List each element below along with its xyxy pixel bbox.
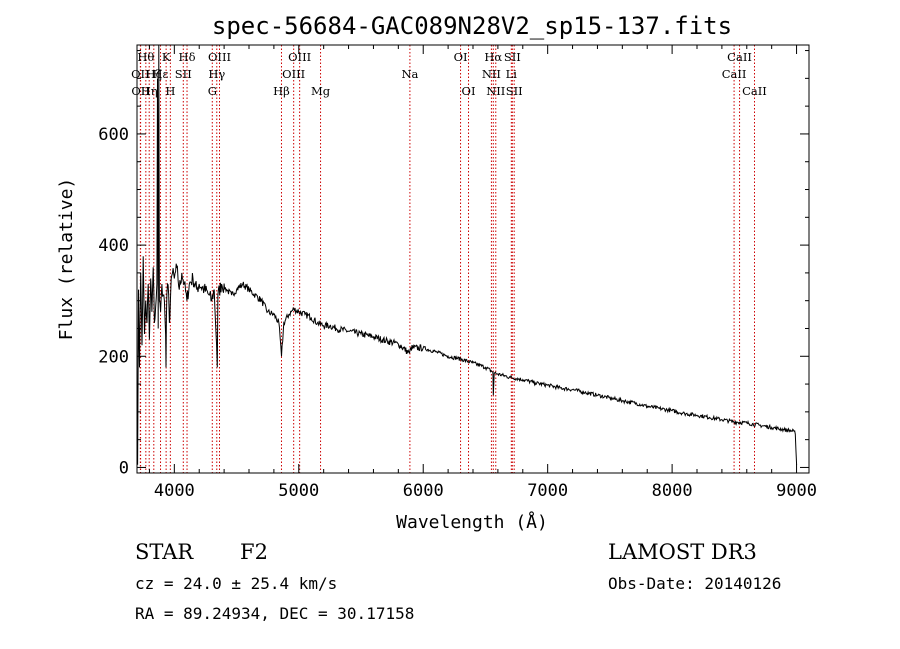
line-label-10: G [208, 84, 217, 98]
plot-frame [136, 44, 810, 474]
line-label-14: OIII [282, 67, 305, 81]
y-tick-label-0: 0 [119, 458, 129, 478]
line-label-11: Hγ [208, 67, 225, 81]
line-label-1: OII [131, 84, 150, 98]
line-label-22: NII [486, 84, 505, 98]
line-label-25: SII [506, 84, 523, 98]
line-label-17: Na [401, 67, 418, 81]
chart-title: spec-56684-GAC089N28V2_sp15-137.fits [212, 12, 732, 40]
line-label-0: OII [131, 67, 150, 81]
line-label-8: SII [175, 67, 192, 81]
line-label-21: Hα [484, 50, 502, 64]
spectral-line-labels: OIIOIIHθHηHζHεKHSIIHδGHγOIIIHβOIIIOIIIMg… [131, 50, 767, 98]
x-tick-label-1: 5000 [278, 481, 319, 501]
line-label-26: CaII [722, 67, 747, 81]
line-label-18: OI [454, 50, 468, 64]
spectrum-series-line [137, 44, 798, 465]
line-label-3: Hη [141, 84, 158, 98]
redshift-cz: cz = 24.0 ± 25.4 km/s [135, 574, 337, 593]
object-subclass: F2 [240, 540, 268, 564]
line-label-13: Hβ [273, 84, 290, 98]
line-label-16: Mg [311, 84, 331, 98]
line-label-27: CaII [727, 50, 752, 64]
y-tick-label-1: 200 [98, 347, 129, 367]
line-label-6: K [162, 50, 171, 64]
survey-name: LAMOST DR3 [608, 540, 757, 564]
line-label-28: CaII [742, 84, 767, 98]
line-label-12: OIII [208, 50, 231, 64]
observation-date: Obs-Date: 20140126 [608, 574, 781, 593]
line-label-24: SII [504, 50, 521, 64]
x-tick-label-2: 6000 [403, 481, 444, 501]
line-label-5: Hε [153, 67, 169, 81]
x-tick-label-3: 7000 [527, 481, 568, 501]
line-label-20: NII [482, 67, 501, 81]
line-label-2: Hθ [137, 50, 154, 64]
line-label-15: OIII [288, 50, 311, 64]
line-label-4: Hζ [146, 67, 162, 81]
object-class: STAR [135, 540, 194, 564]
x-tick-label-0: 4000 [154, 481, 195, 501]
line-label-9: Hδ [179, 50, 196, 64]
x-axis-label: Wavelength (Å) [396, 511, 548, 533]
line-label-23: Li [506, 67, 518, 81]
y-tick-label-2: 400 [98, 236, 129, 256]
axis-tick-labels: 4000 5000 6000 7000 8000 9000 0 200 400 600 [98, 125, 817, 501]
x-tick-label-5: 9000 [776, 481, 817, 501]
line-label-19: OI [462, 84, 476, 98]
axis-ticks [137, 45, 809, 473]
x-tick-label-4: 8000 [652, 481, 693, 501]
y-tick-label-3: 600 [98, 125, 129, 145]
ra-dec-coordinates: RA = 89.24934, DEC = 30.17158 [135, 604, 414, 623]
y-axis-label: Flux (relative) [56, 178, 77, 341]
spectral-line-markers [139, 45, 755, 473]
line-label-7: H [165, 84, 175, 98]
